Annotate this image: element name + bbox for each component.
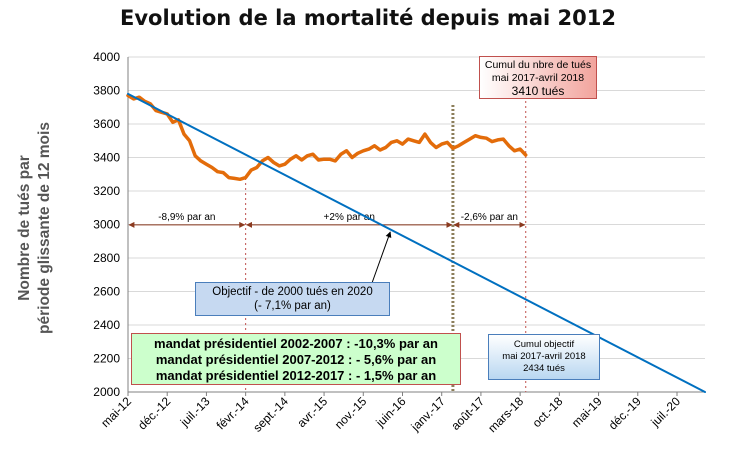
y-tick-label: 3800 — [93, 84, 120, 98]
cumul-tues-line-1: Cumul du nbre de tués — [484, 59, 592, 71]
mandat-line-3: mandat présidentiel 2012-2017 : - 1,5% p… — [155, 368, 437, 383]
y-tick-label: 3400 — [93, 151, 120, 165]
objectif-pointer-arrow — [371, 231, 392, 284]
cumul-tues-callout: Cumul du nbre de tués mai 2017-avril 201… — [479, 56, 597, 99]
x-tick-label: oct.-18 — [530, 394, 566, 430]
period-span-label: +2% par an — [324, 212, 375, 223]
x-tick-label: nov.-15 — [332, 394, 370, 432]
x-tick-label: déc.-12 — [135, 394, 173, 432]
x-tick-label: avr.-15 — [294, 394, 330, 430]
x-tick-label: juin-16 — [373, 394, 409, 430]
chart-title: Evolution de la mortalité depuis mai 201… — [120, 6, 616, 30]
x-tick-label: mai-19 — [569, 394, 605, 430]
objectif-callout: Objectif - de 2000 tués en 2020 (- 7,1% … — [195, 282, 390, 316]
y-tick-label: 3000 — [93, 218, 120, 232]
objectif-line-2: (- 7,1% par an) — [254, 300, 331, 312]
cumul-objectif-line-3: 2434 tués — [523, 363, 565, 374]
mandat-line-2: mandat présidentiel 2007-2012 : - 5,6% p… — [155, 352, 437, 367]
series-line-mortalite — [126, 93, 528, 182]
x-tick-label: janv.-17 — [408, 394, 448, 434]
x-tick-label: sept.-14 — [250, 394, 291, 435]
cumul-objectif-line-1: Cumul objectif — [513, 339, 575, 350]
y-tick-label: 3600 — [93, 117, 120, 131]
x-tick-label: juil.-20 — [648, 394, 684, 430]
x-tick-label: févr.-14 — [214, 394, 252, 432]
x-tick-label: août-17 — [448, 394, 487, 433]
y-tick-label: 2600 — [93, 285, 120, 299]
mandats-legend-box: mandat présidentiel 2002-2007 : -10,3% p… — [131, 333, 461, 385]
cumul-objectif-line-2: mai 2017-avril 2018 — [502, 351, 586, 362]
mandat-line-1: mandat présidentiel 2002-2007 : -10,3% p… — [154, 336, 438, 351]
y-tick-label: 4000 — [93, 50, 120, 64]
x-tick-label: mars-18 — [485, 394, 526, 435]
y-tick-label: 2400 — [93, 318, 120, 332]
y-tick-label: 2000 — [93, 385, 120, 399]
y-tick-label: 2200 — [93, 352, 120, 366]
y-tick-label: 3200 — [93, 184, 120, 198]
objectif-line-1: Objectif - de 2000 tués en 2020 — [212, 286, 373, 298]
x-tick-label: mai-12 — [98, 394, 134, 430]
period-span-label: -2,6% par an — [461, 212, 518, 223]
period-span-label: -8,9% par an — [158, 212, 215, 223]
cumul-objectif-callout: Cumul objectif mai 2017-avril 2018 2434 … — [488, 334, 600, 380]
cumul-tues-line-2: mai 2017-avril 2018 — [491, 72, 585, 84]
y-tick-label: 2800 — [93, 251, 120, 265]
series-line-objectif — [127, 92, 706, 393]
x-tick-label: juil.-13 — [177, 394, 213, 430]
x-tick-label: déc.-19 — [606, 394, 644, 432]
cumul-tues-line-3: 3410 tués — [511, 84, 565, 98]
